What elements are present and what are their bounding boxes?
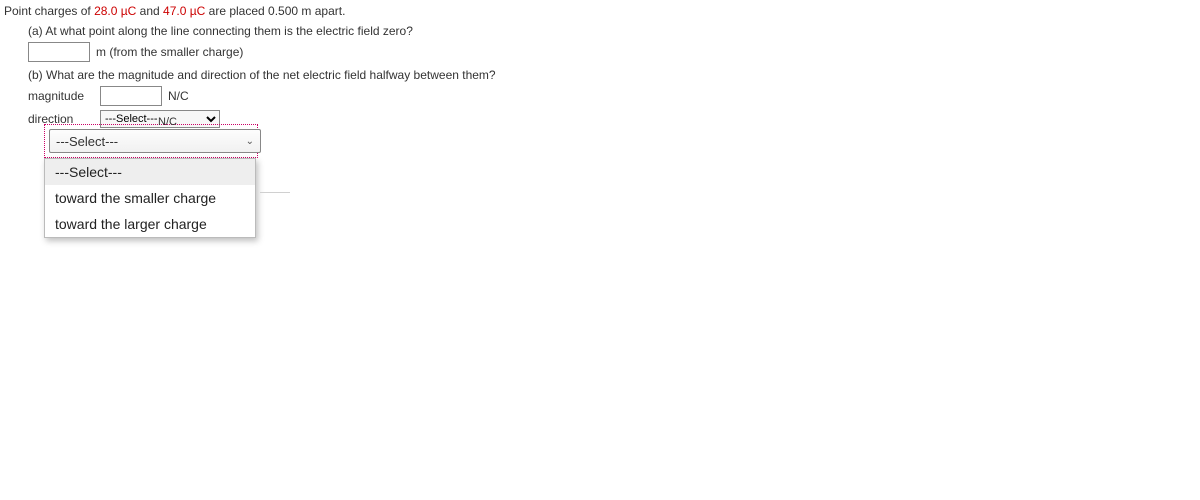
direction-dropdown-zoom: N/C ---Select--- ⌄ ---Select--- toward t… (44, 116, 258, 238)
direction-select-value: ---Select--- (56, 134, 118, 149)
charge-2: 47.0 µC (163, 4, 205, 18)
intro-prefix: Point charges of (4, 4, 94, 18)
magnitude-unit: N/C (168, 89, 189, 103)
part-a-input[interactable] (28, 42, 90, 62)
magnitude-input[interactable] (100, 86, 162, 106)
charge-1: 28.0 µC (94, 4, 136, 18)
part-a-prompt: (a) At what point along the line connect… (28, 24, 1200, 38)
part-b-prompt: (b) What are the magnitude and direction… (28, 68, 1200, 82)
chevron-down-icon: ⌄ (246, 136, 254, 147)
intro-mid: and (136, 4, 163, 18)
direction-option-2[interactable]: toward the larger charge (45, 211, 255, 237)
magnitude-label: magnitude (28, 89, 100, 103)
direction-select-expanded[interactable]: ---Select--- ⌄ (49, 129, 261, 153)
direction-option-1[interactable]: toward the smaller charge (45, 185, 255, 211)
part-a-unit: m (from the smaller charge) (96, 45, 243, 59)
question-intro: Point charges of 28.0 µC and 47.0 µC are… (4, 4, 1200, 18)
direction-option-0[interactable]: ---Select--- (45, 159, 255, 185)
popup-fragment-text: N/C (158, 116, 177, 128)
intro-suffix: are placed 0.500 m apart. (205, 4, 345, 18)
popup-focus-outline: ---Select--- ⌄ (44, 124, 258, 158)
decorative-line (260, 192, 290, 193)
direction-options-list: ---Select--- toward the smaller charge t… (44, 158, 256, 238)
